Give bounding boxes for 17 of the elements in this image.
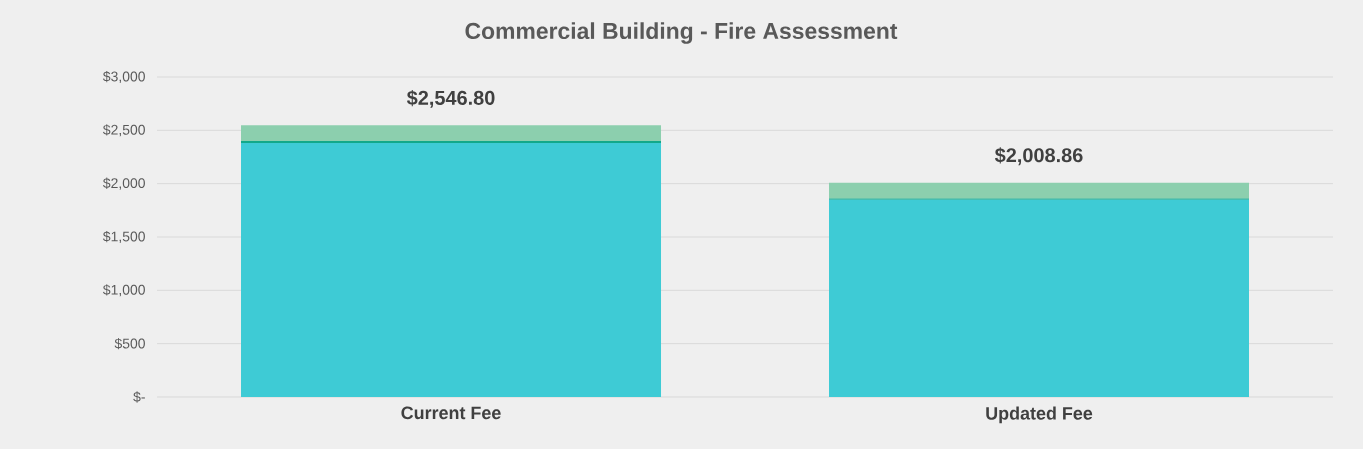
y-tick-label: $500 <box>114 338 145 350</box>
y-tick-label: $1,500 <box>102 230 145 244</box>
y-tick-label: $2,500 <box>102 124 145 137</box>
y-tick-label: $3,000 <box>102 70 145 84</box>
total-label: $2,546.80 <box>406 89 495 108</box>
bar <box>829 199 1249 397</box>
x-tick-label: Updated Fee <box>986 406 1093 424</box>
bar <box>241 143 662 397</box>
x-tick-label: Current Fee <box>401 406 501 420</box>
chart-title: Commercial Building - Fire Assessment <box>465 22 898 44</box>
total-label: $2,008.86 <box>994 147 1083 166</box>
bar <box>241 125 662 141</box>
y-tick-label: $- <box>133 391 145 403</box>
bar <box>829 182 1249 199</box>
y-tick-label: $2,000 <box>102 177 145 190</box>
y-tick-label: $1,000 <box>102 284 145 297</box>
bar <box>241 140 662 144</box>
